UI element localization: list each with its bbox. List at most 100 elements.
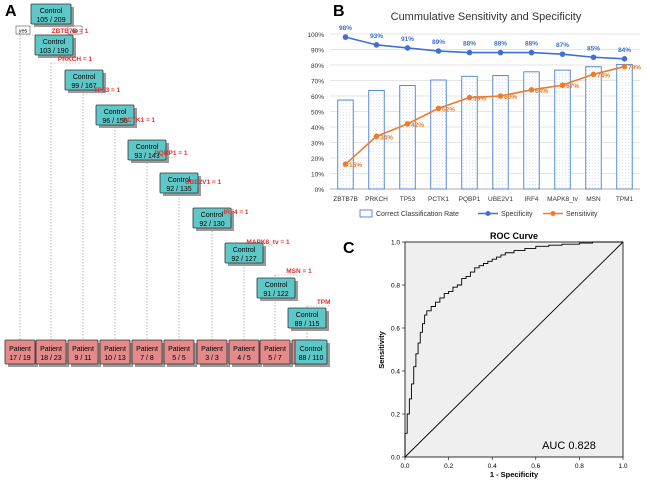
control-node-label: Control xyxy=(136,144,159,151)
panel-b-label: B xyxy=(333,3,345,20)
control-node-box xyxy=(95,104,135,126)
y-tick-label: 90% xyxy=(311,48,324,55)
patient-leaf-box xyxy=(228,339,260,365)
legend-ccr-label: Correct Classification Rate xyxy=(376,211,459,218)
patient-leaf-box xyxy=(35,339,67,365)
specificity-point xyxy=(466,49,473,56)
specificity-point xyxy=(590,54,597,61)
control-node-counts: 96 / 156 xyxy=(102,118,127,125)
final-control-leaf-box xyxy=(294,339,328,365)
control-node-label: Control xyxy=(201,212,224,219)
specificity-data-label: 84% xyxy=(618,47,631,54)
patient-leaf: Patient 4 / 5 xyxy=(228,339,262,367)
control-node-label: Control xyxy=(104,109,127,116)
specificity-point xyxy=(559,51,566,57)
roc-title: ROC Curve xyxy=(490,231,538,241)
split-rule: MAPK8_tv = 1 xyxy=(246,239,290,246)
sensitivity-point xyxy=(590,71,597,78)
control-node-box xyxy=(34,34,74,56)
sensitivity-data-label: 67% xyxy=(566,83,579,90)
control-node-box xyxy=(127,139,167,161)
control-node-box xyxy=(256,277,296,299)
control-node: Control 93 / 143 xyxy=(127,139,169,163)
patient-leaf-counts: 9 / 11 xyxy=(75,355,92,362)
y-tick-label: 0% xyxy=(315,187,325,194)
specificity-line xyxy=(345,36,625,60)
specificity-point xyxy=(342,34,349,40)
split-rule: MSN = 1 xyxy=(286,268,312,275)
y-tick-label: 0.0 xyxy=(391,455,400,462)
patient-leaf: Patient 3 / 3 xyxy=(196,339,230,367)
x-tick-label: TPM1 xyxy=(616,196,634,203)
control-node-counts: 92 / 130 xyxy=(199,221,224,228)
specificity-data-label: 87% xyxy=(556,42,569,49)
y-tick-label: 80% xyxy=(311,63,324,70)
specificity-data-label: 88% xyxy=(463,41,476,48)
patient-leaf-box xyxy=(4,339,36,365)
patient-leaf-label: Patient xyxy=(9,346,31,353)
sensitivity-point xyxy=(404,121,411,127)
split-rule: TPM1 = 1 xyxy=(317,299,330,306)
control-node-label: Control xyxy=(265,282,288,289)
patient-leaf: Patient 7 / 8 xyxy=(131,339,165,367)
auc-annotation: AUC 0.828 xyxy=(542,440,596,452)
specificity-data-label: 85% xyxy=(587,45,600,52)
ccr-bar xyxy=(337,99,354,190)
x-tick-label: UBE2V1 xyxy=(488,196,513,203)
control-node-box xyxy=(224,242,264,264)
sensitivity-line xyxy=(344,65,625,165)
specificity-point xyxy=(404,45,411,51)
patient-leaf-label: Patient xyxy=(233,346,255,353)
patient-leaf-counts: 5 / 5 xyxy=(172,355,186,362)
x-tick-label: TP53 xyxy=(400,196,416,203)
x-tick-label: PRKCH xyxy=(365,196,388,203)
specificity-point xyxy=(621,56,628,62)
patient-leaf-counts: 4 / 5 xyxy=(237,355,251,362)
legend-sens-dot xyxy=(550,211,556,216)
patient-leaf-label: Patient xyxy=(264,346,286,353)
patient-leaf-label: Patient xyxy=(168,346,190,353)
x-tick-label: 0.6 xyxy=(531,463,540,470)
control-node-counts: 89 / 115 xyxy=(295,321,320,328)
sensitivity-data-label: 59% xyxy=(473,96,486,103)
specificity-data-label: 89% xyxy=(432,39,445,46)
legend-spec-dot xyxy=(485,211,491,216)
specificity-data-label: 91% xyxy=(401,36,414,43)
ccr-bar xyxy=(585,66,602,190)
final-control-leaf-label: Control xyxy=(300,346,323,353)
sensitivity-data-label: 60% xyxy=(504,94,517,101)
final-control-leaf-counts: 88 / 110 xyxy=(299,355,324,362)
patient-leaf-counts: 10 / 13 xyxy=(104,355,126,362)
final-control-leaf: Control 88 / 110 xyxy=(294,339,330,367)
control-node-label: Control xyxy=(73,74,96,81)
patient-leaf: Patient 17 / 19 xyxy=(4,339,38,367)
control-node-label: Control xyxy=(168,177,191,184)
patient-leaf-box xyxy=(67,339,99,365)
control-node-counts: 103 / 190 xyxy=(39,48,68,55)
control-node: Control 92 / 127 xyxy=(224,242,266,266)
split-rule: IRF4 = 1 xyxy=(223,209,248,216)
y-tick-label: 60% xyxy=(311,94,324,101)
y-tick-label: 50% xyxy=(311,110,324,117)
y-tick-label: 0.4 xyxy=(391,369,400,376)
sensitivity-point xyxy=(497,93,504,99)
y-tick-label: 0.6 xyxy=(391,326,400,333)
sensitivity-data-label: 16% xyxy=(349,162,362,169)
x-tick-label: IRF4 xyxy=(524,196,538,203)
no-tag-box xyxy=(67,25,83,35)
patient-leaf: Patient 10 / 13 xyxy=(99,339,133,367)
y-tick-label: 20% xyxy=(311,156,324,163)
x-tick-label: PCTK1 xyxy=(428,196,449,203)
x-tick-label: 0.0 xyxy=(400,463,409,470)
sensitivity-point xyxy=(559,82,566,88)
specificity-point xyxy=(435,48,442,54)
patient-leaf-counts: 3 / 3 xyxy=(205,355,219,362)
patient-leaf-label: Patient xyxy=(72,346,94,353)
legend-sens-label: Sensitivity xyxy=(566,211,598,218)
patient-leaf-label: Patient xyxy=(136,346,158,353)
ccr-bar xyxy=(368,89,385,190)
x-tick-label: PQBP1 xyxy=(459,196,481,203)
reference-diagonal xyxy=(404,241,624,458)
